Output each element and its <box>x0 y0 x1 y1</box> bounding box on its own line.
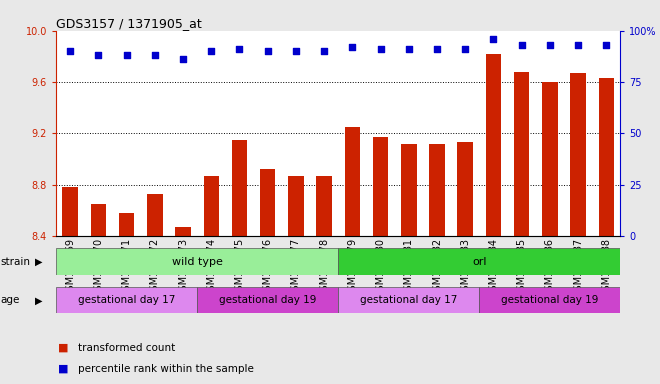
Text: gestational day 17: gestational day 17 <box>360 295 457 305</box>
Bar <box>345 127 360 236</box>
Bar <box>457 142 473 236</box>
Point <box>376 46 386 52</box>
Bar <box>373 137 388 236</box>
Text: transformed count: transformed count <box>78 343 175 353</box>
Text: wild type: wild type <box>172 257 222 266</box>
Bar <box>599 78 614 236</box>
Point <box>206 48 216 55</box>
Point <box>234 46 245 52</box>
Point <box>403 46 414 52</box>
Text: age: age <box>1 295 20 305</box>
Point <box>121 52 132 58</box>
Bar <box>147 194 162 236</box>
Text: gestational day 17: gestational day 17 <box>78 295 176 305</box>
Bar <box>338 248 620 275</box>
Text: ▶: ▶ <box>34 257 42 267</box>
Bar <box>288 176 304 236</box>
Text: gestational day 19: gestational day 19 <box>219 295 316 305</box>
Point <box>601 42 612 48</box>
Text: ■: ■ <box>58 343 69 353</box>
Bar <box>119 213 135 236</box>
Bar <box>401 144 416 236</box>
Bar <box>316 176 332 236</box>
Point <box>319 48 329 55</box>
Bar <box>514 72 529 236</box>
Text: strain: strain <box>1 257 30 267</box>
Point <box>93 52 104 58</box>
Point <box>516 42 527 48</box>
Text: gestational day 19: gestational day 19 <box>501 295 599 305</box>
Text: orl: orl <box>472 257 486 266</box>
Bar <box>197 287 338 313</box>
Text: percentile rank within the sample: percentile rank within the sample <box>78 364 253 374</box>
Bar <box>232 140 248 236</box>
Point <box>150 52 160 58</box>
Point <box>263 48 273 55</box>
Bar <box>203 176 219 236</box>
Bar <box>56 287 197 313</box>
Point <box>573 42 583 48</box>
Bar <box>570 73 586 236</box>
Text: ■: ■ <box>58 364 69 374</box>
Bar <box>479 287 620 313</box>
Text: ▶: ▶ <box>34 295 42 305</box>
Bar <box>56 248 338 275</box>
Point <box>460 46 471 52</box>
Point <box>432 46 442 52</box>
Bar <box>260 169 275 236</box>
Bar <box>90 204 106 236</box>
Point <box>347 44 358 50</box>
Bar <box>176 227 191 236</box>
Point <box>488 36 499 42</box>
Bar <box>338 287 479 313</box>
Point <box>65 48 75 55</box>
Point <box>290 48 301 55</box>
Point <box>178 56 188 63</box>
Point <box>544 42 555 48</box>
Bar <box>542 82 558 236</box>
Bar <box>429 144 445 236</box>
Bar <box>63 187 78 236</box>
Bar <box>486 54 501 236</box>
Text: GDS3157 / 1371905_at: GDS3157 / 1371905_at <box>55 17 201 30</box>
